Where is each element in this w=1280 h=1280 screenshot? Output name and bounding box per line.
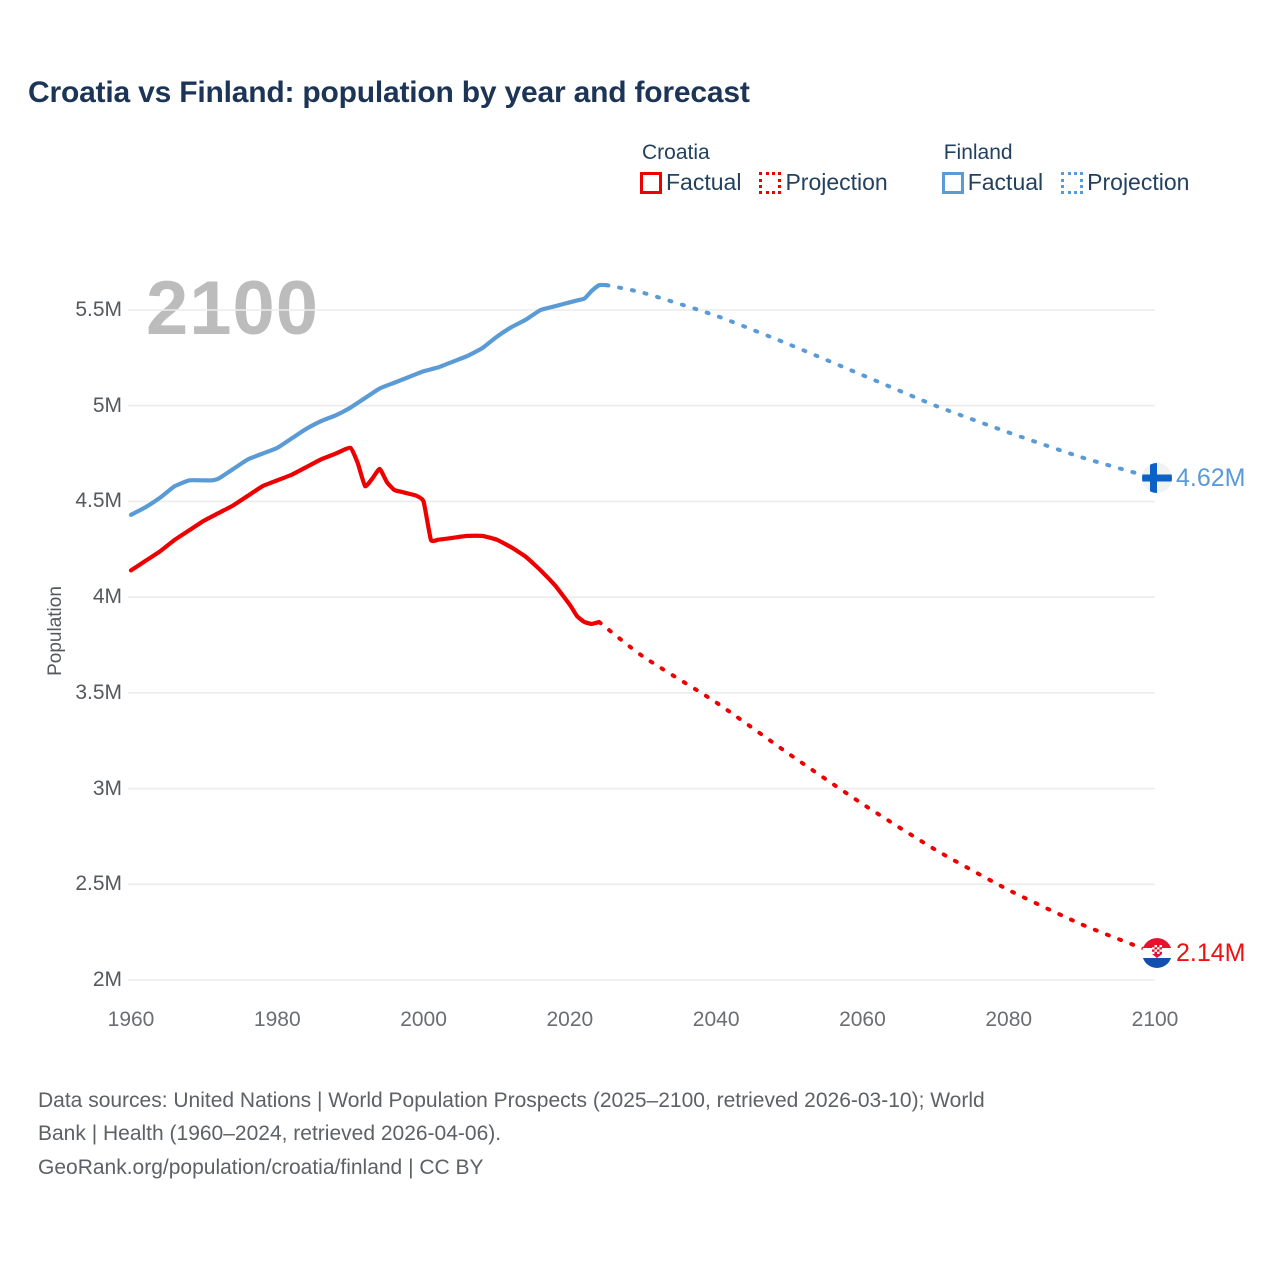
finland-flag-icon bbox=[1142, 463, 1172, 494]
y-axis-tick-label: 2.5M bbox=[75, 872, 122, 896]
y-axis-tick-label: 5M bbox=[92, 393, 122, 417]
y-axis-tick-label: 4.5M bbox=[75, 489, 122, 513]
legend-group-croatia: Croatia Factual Projection bbox=[640, 142, 888, 194]
x-axis-tick-label: 2040 bbox=[692, 1008, 740, 1031]
x-axis-tick-label: 2060 bbox=[839, 1008, 886, 1031]
legend-label-finland-projection: Projection bbox=[1087, 169, 1190, 195]
footer-line-3[interactable]: GeoRank.org/population/croatia/finland |… bbox=[38, 1156, 484, 1180]
series-line-croatia-projection bbox=[597, 620, 1157, 956]
x-axis-tick-label: 1980 bbox=[253, 1008, 301, 1031]
page-title: Croatia vs Finland: population by year a… bbox=[28, 76, 750, 109]
y-axis-tick-label: 5.5M bbox=[75, 298, 122, 321]
finland-endpoint: 4.62M bbox=[1142, 463, 1246, 494]
y-axis-tick-label: 2M bbox=[92, 968, 122, 991]
legend-swatch-dotted-icon bbox=[1061, 171, 1084, 194]
x-axis-tick-label: 2080 bbox=[985, 1008, 1033, 1031]
legend-group-title-croatia: Croatia bbox=[642, 141, 710, 164]
legend-swatch-solid-icon bbox=[640, 171, 662, 194]
croatia-endpoint: 2.14M bbox=[1142, 938, 1246, 969]
legend-label-croatia-projection: Projection bbox=[785, 169, 888, 195]
legend-item-finland-projection[interactable]: Projection bbox=[1061, 171, 1189, 194]
footer-line-2: Bank | Health (1960–2024, retrieved 2026… bbox=[38, 1121, 502, 1145]
legend-items-croatia: Factual Projection bbox=[640, 171, 888, 194]
y-axis-ticks: 5.5M 5M 4.5M 4M 3.5M 3M 2.5M 2M bbox=[0, 0, 122, 1280]
x-axis-tick-label: 2100 bbox=[1131, 1008, 1179, 1031]
y-axis-tick-label: 3M bbox=[92, 776, 122, 800]
y-axis-tick-label: 4M bbox=[92, 585, 122, 609]
x-axis-tick-label: 2000 bbox=[400, 1008, 447, 1031]
footer-sources: Data sources: United Nations | World Pop… bbox=[38, 1085, 1238, 1185]
series-line-croatia-factual bbox=[128, 445, 602, 627]
y-axis-tick-label: 3.5M bbox=[75, 680, 122, 704]
legend-group-finland: Finland Factual Projection bbox=[941, 141, 1189, 195]
legend-item-croatia-projection[interactable]: Projection bbox=[759, 169, 888, 195]
year-watermark: 2100 bbox=[146, 266, 320, 351]
legend-swatch-dotted-icon bbox=[759, 171, 782, 194]
croatia-flag-icon bbox=[1142, 938, 1172, 969]
legend-group-title-finland: Finland bbox=[943, 141, 1013, 164]
legend-label-croatia-factual: Factual bbox=[666, 169, 742, 195]
footer-line-1: Data sources: United Nations | World Pop… bbox=[38, 1089, 985, 1112]
legend-item-finland-factual[interactable]: Factual bbox=[941, 169, 1044, 195]
x-axis-tick-label: 2020 bbox=[546, 1008, 594, 1031]
legend-label-finland-factual: Factual bbox=[967, 169, 1044, 195]
legend-items-finland: Factual Projection bbox=[941, 169, 1189, 195]
chart-legend: Croatia Factual Projection Finland Factu… bbox=[640, 142, 1189, 194]
x-axis-tick-label: 1960 bbox=[107, 1008, 155, 1031]
finland-end-value: 4.62M bbox=[1176, 463, 1246, 492]
legend-swatch-solid-icon bbox=[941, 171, 964, 194]
series-line-finland-projection bbox=[604, 283, 1157, 481]
croatia-end-value: 2.14M bbox=[1176, 938, 1246, 967]
legend-item-croatia-factual[interactable]: Factual bbox=[640, 171, 741, 194]
